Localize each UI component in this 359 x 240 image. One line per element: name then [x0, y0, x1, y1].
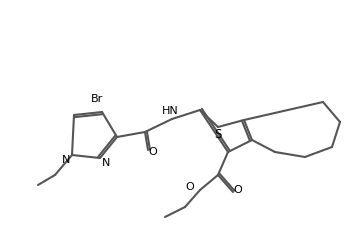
- Text: HN: HN: [162, 106, 178, 116]
- Text: Br: Br: [91, 94, 103, 104]
- Text: N: N: [102, 158, 110, 168]
- Text: S: S: [214, 128, 222, 142]
- Text: O: O: [185, 182, 194, 192]
- Text: N: N: [62, 155, 70, 165]
- Text: O: O: [234, 185, 242, 195]
- Text: O: O: [149, 147, 157, 157]
